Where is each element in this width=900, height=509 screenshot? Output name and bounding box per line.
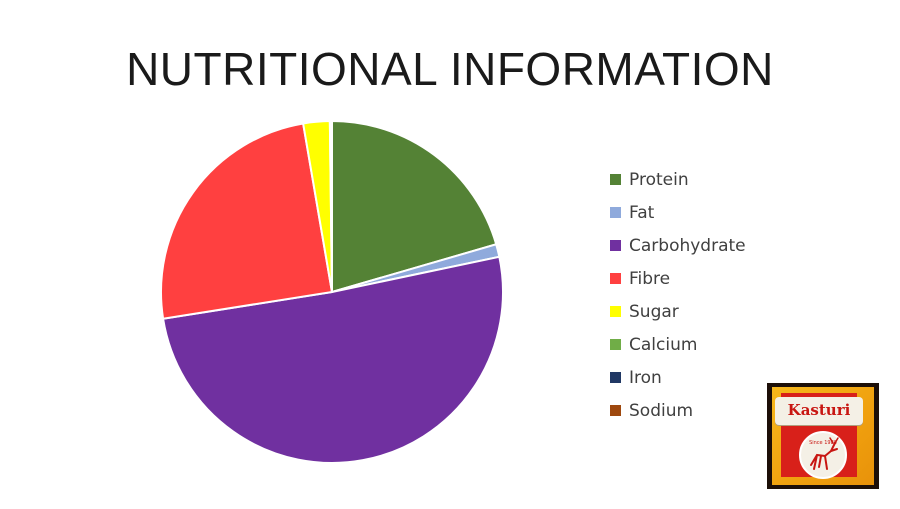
logo-banner: Kasturi xyxy=(775,397,863,425)
legend-swatch xyxy=(610,372,621,383)
legend-item-sodium: Sodium xyxy=(610,394,746,427)
legend-item-fat: Fat xyxy=(610,196,746,229)
pie-chart xyxy=(150,110,514,474)
legend-label: Iron xyxy=(629,368,662,388)
legend-item-protein: Protein xyxy=(610,163,746,196)
logo-brand-name: Kasturi xyxy=(775,401,863,419)
pie-slice-fibre xyxy=(161,123,332,318)
legend-swatch xyxy=(610,405,621,416)
legend-swatch xyxy=(610,207,621,218)
legend-label: Calcium xyxy=(629,335,697,355)
legend-item-calcium: Calcium xyxy=(610,328,746,361)
legend-item-fibre: Fibre xyxy=(610,262,746,295)
pie-slice-sodium xyxy=(331,121,332,292)
deer-emblem-icon: Since 1980 xyxy=(797,429,849,481)
legend-label: Sodium xyxy=(629,401,693,421)
legend-swatch xyxy=(610,273,621,284)
legend-item-carbohydrate: Carbohydrate xyxy=(610,229,746,262)
legend-swatch xyxy=(610,240,621,251)
legend-swatch xyxy=(610,174,621,185)
legend-item-sugar: Sugar xyxy=(610,295,746,328)
legend-label: Protein xyxy=(629,170,689,190)
legend-swatch xyxy=(610,306,621,317)
legend-swatch xyxy=(610,339,621,350)
legend-item-iron: Iron xyxy=(610,361,746,394)
legend-label: Fat xyxy=(629,203,654,223)
legend-label: Fibre xyxy=(629,269,670,289)
slide-title: NUTRITIONAL INFORMATION xyxy=(0,42,900,96)
chart-legend: Protein Fat Carbohydrate Fibre Sugar Calcium I… xyxy=(610,163,746,427)
legend-label: Sugar xyxy=(629,302,679,322)
legend-label: Carbohydrate xyxy=(629,236,746,256)
brand-logo: Kasturi Since 1980 xyxy=(767,383,879,489)
